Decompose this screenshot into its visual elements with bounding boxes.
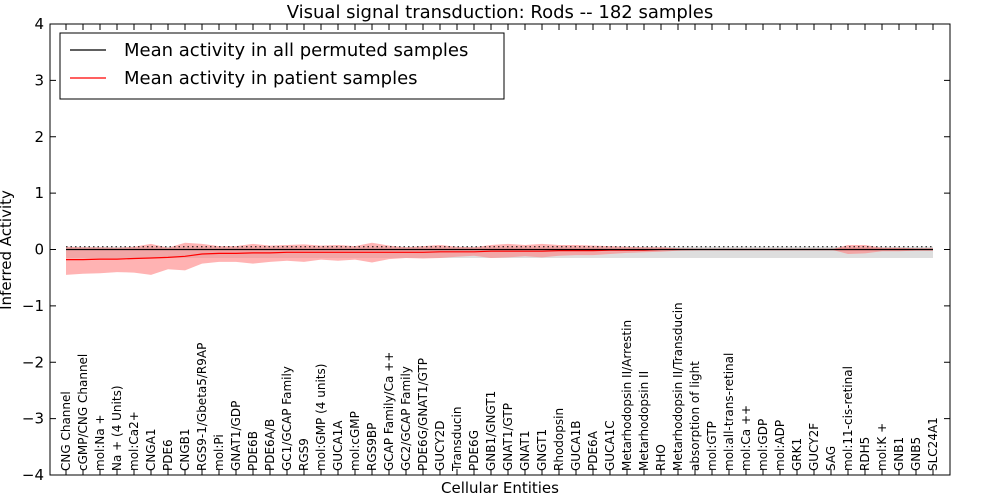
x-tick-label: RGS9 (297, 438, 311, 471)
x-tick-label: GNAT1 (518, 430, 532, 471)
x-tick-label: CNG Channel (59, 391, 73, 471)
x-tick-label: absorption of light (688, 361, 702, 471)
x-tick-label: GUCA1C (603, 420, 617, 471)
y-axis-label: Inferred Activity (0, 190, 15, 310)
x-tick-label: Na + (4 Units) (110, 385, 124, 471)
x-tick-label: SAG (824, 446, 838, 471)
x-tick-label: Metarhodopsin II/Arrestin (620, 320, 634, 471)
x-tick-label: mol:ADP (773, 420, 787, 471)
y-tick-label: 3 (34, 71, 44, 89)
x-tick-label: Metarhodopsin II (637, 371, 651, 471)
y-tick-label: −4 (22, 466, 44, 484)
legend: Mean activity in all permuted samples Me… (59, 32, 505, 100)
x-tick-label: mol:all-trans-retinal (722, 353, 736, 471)
x-tick-label: RHO (654, 444, 668, 471)
x-tick-label: GUCA1B (569, 420, 583, 471)
y-tick-label: −1 (22, 297, 44, 315)
series-lines (66, 246, 933, 261)
x-tick-label: GCAP Family/Ca ++ (382, 352, 396, 471)
x-tick-label: GNB5 (909, 437, 923, 471)
y-tick-label: −3 (22, 410, 44, 428)
x-tick-label: GNB1 (892, 437, 906, 471)
x-tick-label: mol:K + (875, 423, 889, 471)
y-tick-label: 1 (34, 184, 44, 202)
legend-box (59, 32, 505, 100)
x-tick-label: Rhodopsin (552, 408, 566, 471)
x-tick-label: RGS9BP (365, 423, 379, 471)
legend-label-patient: Mean activity in patient samples (124, 68, 418, 89)
x-tick-label: PDE6G/GNAT1/GTP (416, 358, 430, 471)
legend-label-permuted: Mean activity in all permuted samples (124, 40, 468, 61)
x-axis-label: Cellular Entities (441, 479, 559, 497)
x-tick-label: mol:Ca ++ (739, 405, 753, 471)
x-tick-label: mol:Ca2+ (127, 411, 141, 471)
y-tick-label: −2 (22, 353, 44, 371)
x-tick-label: RDH5 (858, 437, 872, 471)
x-tick-label: GNB1/GNGT1 (484, 391, 498, 471)
x-tick-label: mol:GTP (705, 421, 719, 471)
x-tick-label: Metarhodopsin II/Transducin (671, 302, 685, 471)
x-tick-label: PDE6G (467, 430, 481, 471)
x-tick-label: Transducin (450, 407, 464, 472)
x-axis-ticks: CNG Channel cGMP/CNG Channel mol:Na + Na + … (59, 24, 940, 475)
x-tick-label: mol:11-cis-retinal (841, 366, 855, 471)
y-tick-label: 2 (34, 128, 44, 146)
y-tick-label: 0 (34, 241, 44, 259)
x-tick-label: PDE6B (246, 431, 260, 471)
x-tick-label: mol:Pi (212, 434, 226, 471)
confidence-bands (66, 242, 933, 275)
x-tick-label: GUCY2F (807, 423, 821, 471)
x-tick-label: GNGT1 (535, 429, 549, 471)
x-tick-label: SLC24A1 (926, 417, 940, 471)
x-tick-label: GUCA1A (331, 420, 345, 471)
x-tick-label: GNAT1/GDP (229, 401, 243, 471)
x-tick-label: GC1/GCAP Family (280, 366, 294, 471)
x-tick-label: GC2/GCAP Family (399, 366, 413, 471)
x-tick-label: cGMP/CNG Channel (76, 354, 90, 471)
x-tick-label: PDE6A (586, 430, 600, 471)
x-tick-label: PDE6 (161, 439, 175, 471)
x-tick-label: mol:GMP (4 units) (314, 364, 328, 471)
chart-title: Visual signal transduction: Rods -- 182 … (287, 2, 714, 23)
x-tick-label: mol:GDP (756, 419, 770, 471)
x-tick-label: GUCY2D (433, 421, 447, 471)
x-tick-label: CNGA1 (144, 429, 158, 472)
band-patient (66, 242, 933, 275)
x-tick-label: RGS9-1/Gbeta5/R9AP (195, 343, 209, 471)
x-tick-label: GRK1 (790, 438, 804, 471)
x-tick-label: GNAT1/GTP (501, 403, 515, 471)
x-tick-label: mol:Na + (93, 414, 107, 471)
x-tick-label: mol:cGMP (348, 411, 362, 471)
y-tick-label: 4 (34, 15, 44, 33)
x-tick-label: PDE6A/B (263, 419, 277, 471)
x-tick-label: CNGB1 (178, 428, 192, 471)
y-axis-ticks: −4 −3 −2 −1 0 1 2 3 4 (22, 15, 950, 484)
